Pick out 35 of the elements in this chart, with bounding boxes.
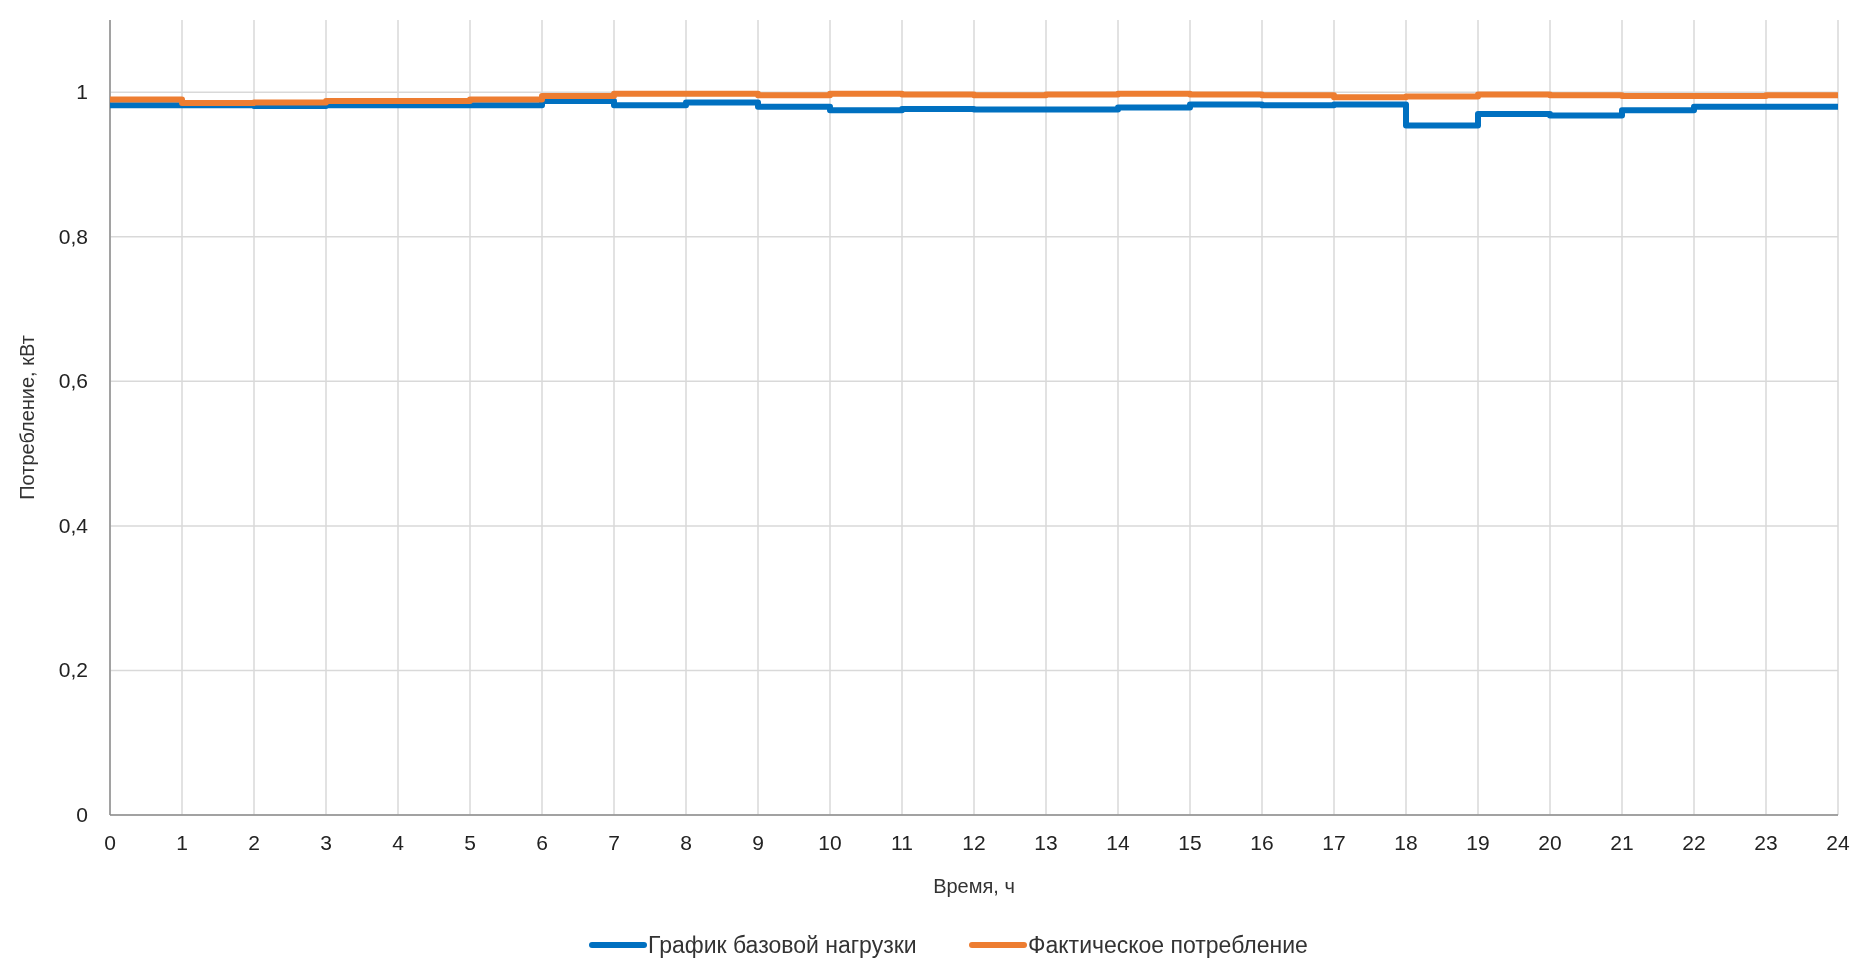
x-tick-label: 2 <box>248 831 260 854</box>
x-tick-label: 15 <box>1178 831 1202 854</box>
x-tick-label: 17 <box>1322 831 1346 854</box>
x-tick-label: 20 <box>1538 831 1562 854</box>
x-tick-label: 12 <box>962 831 986 854</box>
x-tick-label: 22 <box>1682 831 1706 854</box>
x-tick-label: 4 <box>392 831 405 854</box>
x-tick-label: 14 <box>1106 831 1130 854</box>
x-tick-label: 6 <box>536 831 548 854</box>
x-tick-label: 3 <box>320 831 332 854</box>
y-tick-label: 0,6 <box>58 369 88 393</box>
x-axis-title: Время, ч <box>933 875 1015 897</box>
x-tick-label: 10 <box>818 831 842 854</box>
y-tick-label: 0 <box>76 803 88 826</box>
x-tick-label: 7 <box>608 831 620 854</box>
x-tick-label: 9 <box>752 831 764 854</box>
y-tick-label: 0,8 <box>58 224 88 248</box>
x-tick-label: 24 <box>1826 831 1850 854</box>
x-tick-label: 23 <box>1754 831 1778 854</box>
y-tick-label: 0,4 <box>58 513 89 537</box>
x-tick-label: 11 <box>891 831 913 854</box>
x-tick-label: 0 <box>104 831 116 854</box>
y-tick-label: 1 <box>76 80 88 104</box>
legend-label: График базовой нагрузки <box>648 932 917 958</box>
x-tick-label: 21 <box>1610 831 1634 854</box>
x-tick-label: 1 <box>176 831 188 854</box>
x-tick-label: 19 <box>1466 831 1490 854</box>
x-tick-label: 5 <box>464 831 476 854</box>
y-axis-title: Потребление, кВт <box>16 335 38 500</box>
legend-label: Фактическое потребление <box>1028 932 1308 958</box>
x-tick-label: 8 <box>680 831 692 854</box>
x-tick-label: 16 <box>1250 831 1274 854</box>
x-tick-label: 13 <box>1034 831 1058 854</box>
y-tick-label: 0,2 <box>58 658 88 682</box>
x-tick-label: 18 <box>1394 831 1418 854</box>
